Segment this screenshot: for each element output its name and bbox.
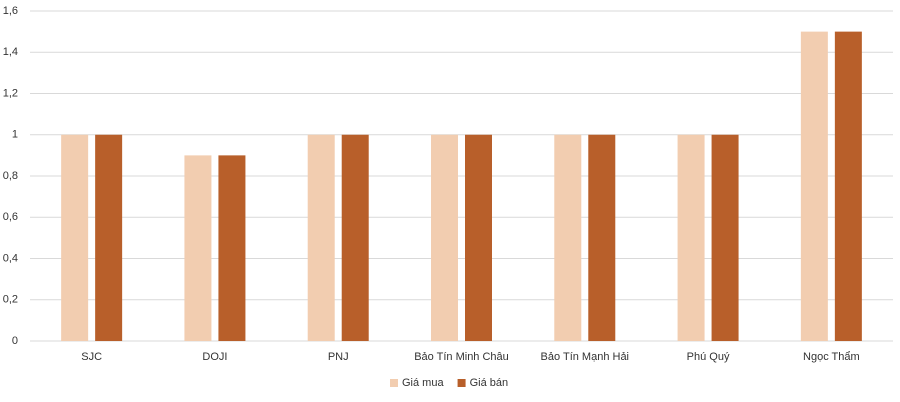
bar	[95, 134, 123, 341]
y-tick-label: 0,8	[3, 170, 18, 182]
x-tick-label: SJC	[81, 351, 102, 363]
bar	[465, 134, 492, 341]
x-tick-label: DOJI	[202, 351, 227, 363]
bar	[834, 31, 862, 341]
y-tick-label: 1,2	[3, 87, 18, 99]
bar	[588, 134, 616, 341]
bar	[554, 134, 582, 341]
bar	[341, 134, 369, 341]
x-tick-label: Phú Quý	[687, 351, 730, 363]
bar	[61, 134, 89, 341]
bar	[431, 134, 458, 341]
bar	[218, 155, 246, 341]
bar	[307, 134, 335, 341]
y-tick-label: 1,6	[3, 5, 18, 17]
legend-label: Giá bán	[470, 377, 509, 389]
y-tick-label: 0,2	[3, 294, 18, 306]
x-tick-label: Ngọc Thẩm	[803, 351, 860, 363]
x-tick-label: Bảo Tín Minh Châu	[414, 351, 509, 363]
y-tick-label: 1	[12, 129, 18, 141]
y-tick-label: 0,4	[3, 252, 18, 264]
y-tick-label: 0,6	[3, 211, 18, 223]
y-tick-label: 0	[12, 335, 18, 347]
legend-swatch	[390, 379, 398, 387]
bar	[184, 155, 212, 341]
bar	[677, 134, 705, 341]
x-tick-label: Bảo Tín Mạnh Hải	[541, 351, 629, 363]
x-tick-label: PNJ	[328, 351, 349, 363]
legend-swatch	[457, 379, 466, 387]
legend-label: Giá mua	[402, 377, 444, 389]
bar	[800, 31, 828, 341]
bar	[711, 134, 739, 341]
y-tick-label: 1,4	[3, 46, 18, 58]
